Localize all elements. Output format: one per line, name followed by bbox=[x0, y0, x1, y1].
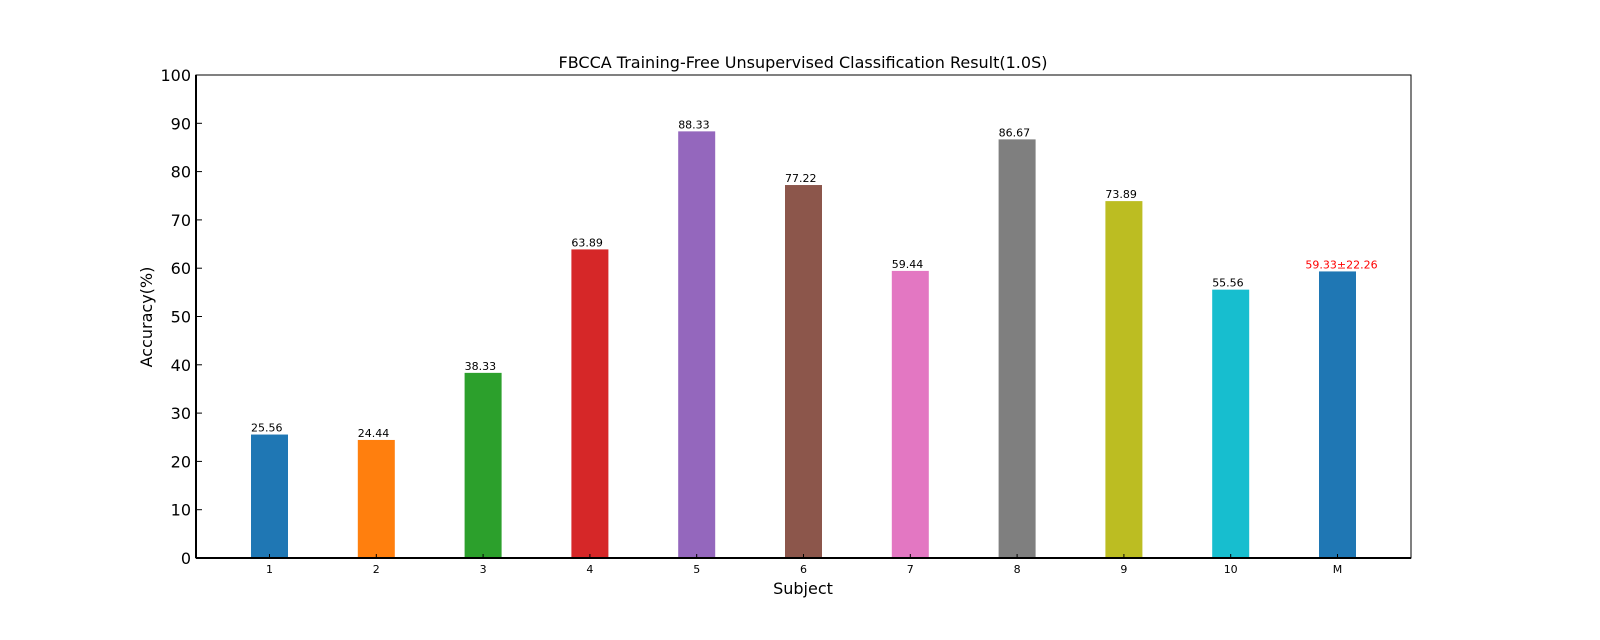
x-axis: 1 2 3 4 5 6 7 8 9 10 M bbox=[266, 554, 1342, 576]
x-tick-label: M bbox=[1333, 563, 1343, 576]
bar-subject-10 bbox=[1212, 289, 1250, 558]
data-label-6: 77.22 bbox=[785, 172, 817, 185]
y-tick-label: 10 bbox=[171, 501, 191, 520]
data-label-M: 59.33±22.26 bbox=[1305, 258, 1377, 271]
data-label-1: 25.56 bbox=[251, 422, 283, 435]
bar-subject-1 bbox=[251, 434, 288, 558]
x-tick-label: 8 bbox=[1014, 563, 1021, 576]
y-tick-label: 80 bbox=[171, 163, 191, 182]
bar-subject-7 bbox=[891, 270, 929, 558]
y-tick-label: 60 bbox=[171, 259, 191, 278]
x-tick-label: 10 bbox=[1224, 563, 1238, 576]
x-tick-label: 2 bbox=[373, 563, 380, 576]
x-tick-label: 5 bbox=[693, 563, 700, 576]
y-tick-label: 50 bbox=[171, 308, 191, 327]
x-tick-label: 3 bbox=[480, 563, 487, 576]
data-label-10: 55.56 bbox=[1212, 277, 1244, 290]
y-tick-label: 40 bbox=[171, 356, 191, 375]
data-label-9: 73.89 bbox=[1105, 188, 1137, 201]
data-label-7: 59.44 bbox=[892, 258, 924, 271]
y-tick-label: 20 bbox=[171, 452, 191, 471]
data-label-4: 63.89 bbox=[571, 236, 603, 249]
x-axis-title: Subject bbox=[773, 579, 833, 598]
y-tick-label: 70 bbox=[171, 211, 191, 230]
y-tick-label: 100 bbox=[160, 66, 191, 85]
bar-subject-5 bbox=[678, 131, 716, 559]
bar-subject-4 bbox=[571, 249, 609, 558]
y-axis-title: Accuracy(%) bbox=[137, 267, 156, 368]
y-tick-label: 30 bbox=[171, 404, 191, 423]
bar-subject-2 bbox=[357, 439, 395, 558]
chart-title: FBCCA Training-Free Unsupervised Classif… bbox=[559, 53, 1048, 72]
bar-subject-6 bbox=[785, 185, 822, 558]
bar-subject-8 bbox=[998, 139, 1036, 558]
y-tick-label: 90 bbox=[171, 114, 191, 133]
x-tick-label: 7 bbox=[907, 563, 914, 576]
x-tick-label: 6 bbox=[800, 563, 807, 576]
data-labels: 25.56 24.44 38.33 63.89 88.33 77.22 59.44 86.67… bbox=[251, 118, 1378, 440]
x-tick-label: 1 bbox=[266, 563, 273, 576]
data-label-2: 24.44 bbox=[358, 427, 390, 440]
x-tick-label: 4 bbox=[586, 563, 593, 576]
y-tick-label: 0 bbox=[181, 549, 191, 568]
data-label-8: 86.67 bbox=[999, 126, 1031, 139]
bar-subject-M bbox=[1319, 271, 1356, 558]
bar-subject-9 bbox=[1105, 201, 1143, 558]
bar-series bbox=[251, 131, 1356, 559]
data-label-3: 38.33 bbox=[465, 360, 497, 373]
x-tick-label: 9 bbox=[1120, 563, 1127, 576]
bar-subject-3 bbox=[464, 372, 502, 558]
data-label-5: 88.33 bbox=[678, 118, 710, 131]
